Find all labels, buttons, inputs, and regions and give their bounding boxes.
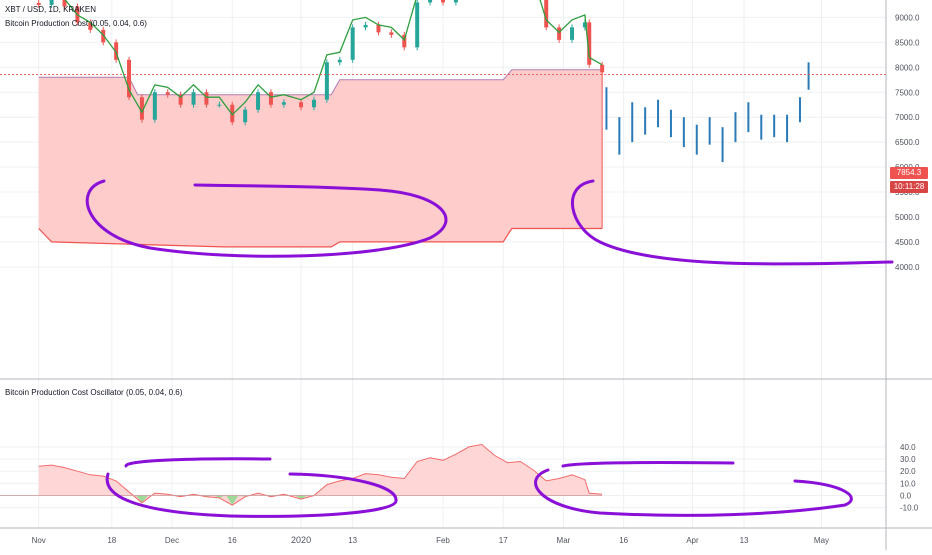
annotation-ellipse-2 bbox=[570, 179, 894, 266]
osc-tick-label: 10.0 bbox=[900, 479, 916, 488]
candle-body bbox=[217, 104, 222, 106]
candle-body bbox=[363, 24, 368, 28]
price-tick-label: 7500.0 bbox=[895, 88, 920, 97]
indicator-label: Bitcoin Production Cost (0.05, 0.04, 0.6… bbox=[5, 19, 147, 28]
price-tick-label: 4000.0 bbox=[895, 263, 920, 272]
annotation-ellipse-3 bbox=[105, 472, 398, 518]
candle-body bbox=[101, 29, 106, 43]
candle-body bbox=[36, 2, 41, 5]
time-tick-label: 16 bbox=[619, 536, 628, 545]
osc-tick-label: 20.0 bbox=[900, 467, 916, 476]
high-trend-line bbox=[64, 0, 603, 116]
candle-body bbox=[337, 59, 342, 63]
oscillator-negative-fill bbox=[295, 495, 308, 500]
time-tick-label: Dec bbox=[165, 536, 179, 545]
candle-body bbox=[243, 109, 248, 123]
price-tick-label: 4500.0 bbox=[895, 238, 920, 247]
annotation-drawings bbox=[85, 179, 894, 518]
price-tick-label: 7000.0 bbox=[895, 113, 920, 122]
candle-body bbox=[428, 0, 433, 3]
oscillator-fill bbox=[38, 444, 603, 506]
time-tick-label: 18 bbox=[107, 536, 116, 545]
candle-body bbox=[324, 62, 329, 100]
price-tick-label: 8500.0 bbox=[895, 38, 920, 47]
candle-body bbox=[127, 59, 132, 98]
candle-body bbox=[350, 27, 355, 60]
last-price-tag: 7854.3 bbox=[890, 167, 928, 179]
candle-body bbox=[299, 102, 304, 108]
annotation-ellipse-5 bbox=[534, 468, 853, 517]
time-tick-label: May bbox=[814, 536, 829, 545]
price-tick-label: 6500.0 bbox=[895, 138, 920, 147]
time-tick-label: 16 bbox=[228, 536, 237, 545]
candle-body bbox=[544, 0, 549, 28]
time-tick-label: 17 bbox=[499, 536, 508, 545]
time-tick-label: Feb bbox=[436, 536, 450, 545]
oscillator-negative-fill bbox=[226, 495, 239, 506]
candle-body bbox=[178, 94, 183, 105]
production-cost-lower-line bbox=[38, 227, 603, 248]
candle-body bbox=[165, 92, 170, 95]
oscillator-label: Bitcoin Production Cost Oscillator (0.05… bbox=[5, 388, 183, 397]
candle-body bbox=[49, 0, 54, 5]
candle-body bbox=[268, 92, 273, 105]
candle-body bbox=[441, 0, 445, 3]
oscillator-area bbox=[0, 443, 603, 506]
price-candles bbox=[36, 0, 605, 126]
candle-body bbox=[587, 22, 592, 65]
time-tick-label: Nov bbox=[32, 536, 46, 545]
candle-body bbox=[415, 2, 420, 48]
candle-body bbox=[139, 97, 144, 120]
candle-body bbox=[557, 27, 562, 40]
candle-body bbox=[114, 42, 119, 60]
osc-tick-label: 40.0 bbox=[900, 443, 916, 452]
candle-body bbox=[376, 24, 381, 33]
candle-body bbox=[281, 102, 286, 105]
candle-body bbox=[230, 104, 235, 123]
future-price-bars bbox=[605, 62, 810, 163]
candle-body bbox=[204, 92, 209, 105]
candle-body bbox=[191, 92, 196, 105]
time-tick-label: Mar bbox=[557, 536, 571, 545]
candle-body bbox=[152, 92, 157, 120]
osc-tick-label: -10.0 bbox=[900, 504, 919, 513]
osc-tick-label: 0.0 bbox=[900, 492, 912, 501]
annotation-ellipse-6 bbox=[561, 460, 735, 468]
production-cost-band bbox=[38, 69, 603, 248]
price-tick-label: 9000.0 bbox=[895, 13, 920, 22]
time-tick-label: 13 bbox=[348, 536, 357, 545]
candle-body bbox=[582, 22, 587, 28]
time-tick-label: 13 bbox=[740, 536, 749, 545]
oscillator-negative-fill bbox=[213, 495, 226, 498]
countdown-tag: 10:11:28 bbox=[890, 181, 928, 193]
oscillator-negative-fill bbox=[135, 495, 148, 503]
time-tick-label: Apr bbox=[686, 536, 699, 545]
production-cost-fill bbox=[38, 69, 603, 247]
price-tick-label: 5000.0 bbox=[895, 213, 920, 222]
candle-body bbox=[256, 92, 261, 110]
price-tick-label: 8000.0 bbox=[895, 63, 920, 72]
time-tick-label: 2020 bbox=[291, 535, 311, 545]
annotation-ellipse-4 bbox=[124, 457, 272, 468]
candle-body bbox=[453, 0, 458, 3]
candle-body bbox=[570, 27, 575, 40]
candle-body bbox=[600, 64, 605, 73]
symbol-label: XBT / USD, 1D, KRAKEN bbox=[5, 5, 96, 14]
candle-body bbox=[402, 34, 407, 48]
candle-body bbox=[62, 0, 67, 7]
annotation-ellipse-1 bbox=[85, 179, 448, 258]
candle-body bbox=[88, 22, 93, 30]
osc-tick-label: 30.0 bbox=[900, 455, 916, 464]
candle-body bbox=[389, 32, 394, 35]
candle-body bbox=[311, 99, 316, 108]
